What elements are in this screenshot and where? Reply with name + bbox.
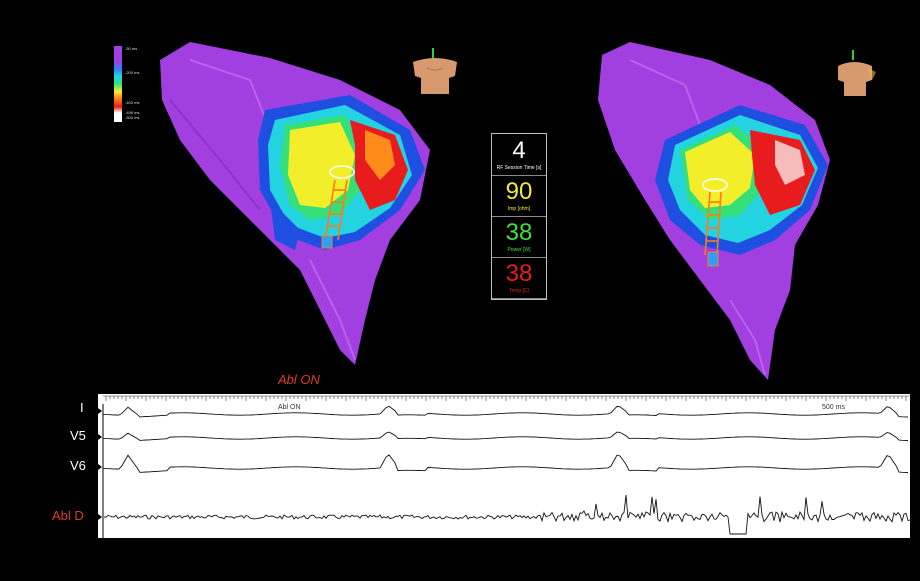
lead-label-v5: V5 xyxy=(70,428,86,443)
power-value: 38 xyxy=(505,219,533,246)
rf-time-cell: 4 RF Session Time [s] xyxy=(492,134,546,176)
activation-color-legend: -50 ms -200 ms -400 ms -498 ms -500 ms xyxy=(110,44,170,124)
torso-orientation-icon xyxy=(832,50,882,105)
ecg-tracing-panel[interactable]: Abl ON 500 ms xyxy=(98,394,910,538)
legend-label: -400 ms xyxy=(125,100,140,105)
temperature-value: 38 xyxy=(505,260,533,287)
overlay-block xyxy=(870,83,892,109)
lead-label-abl-d: Abl D xyxy=(52,508,84,523)
legend-label: -500 ms xyxy=(125,115,140,120)
ecg-marker-label: Abl ON xyxy=(278,404,301,411)
activation-map-right[interactable] xyxy=(590,40,840,385)
rf-time-value: 4 xyxy=(512,137,526,164)
color-scale-bar xyxy=(114,46,122,122)
lead-label-v6: V6 xyxy=(70,458,86,473)
temperature-label: Temp [C] xyxy=(508,288,529,294)
torso-orientation-icon xyxy=(405,48,465,103)
rf-time-label: RF Session Time [s] xyxy=(496,165,542,171)
power-label: Power [W] xyxy=(507,247,531,253)
ecg-scale-label: 500 ms xyxy=(822,404,845,411)
ablation-status-label: Abl ON xyxy=(278,372,320,387)
temperature-cell: 38 Temp [C] xyxy=(492,257,546,299)
legend-label: -50 ms xyxy=(125,46,138,51)
ecg-traces xyxy=(98,395,910,538)
impedance-cell: 90 Imp [ohm] xyxy=(492,175,546,217)
power-cell: 38 Power [W] xyxy=(492,216,546,258)
ablation-readout-panel: 4 RF Session Time [s] 90 Imp [ohm] 38 Po… xyxy=(491,133,547,435)
impedance-label: Imp [ohm] xyxy=(507,206,531,212)
top-strip xyxy=(0,0,920,36)
impedance-value: 90 xyxy=(505,178,533,205)
activation-map-left[interactable] xyxy=(150,40,440,370)
legend-label: -498 ms xyxy=(125,110,140,115)
legend-label: -200 ms xyxy=(125,70,140,75)
lead-label-i: I xyxy=(80,400,84,415)
